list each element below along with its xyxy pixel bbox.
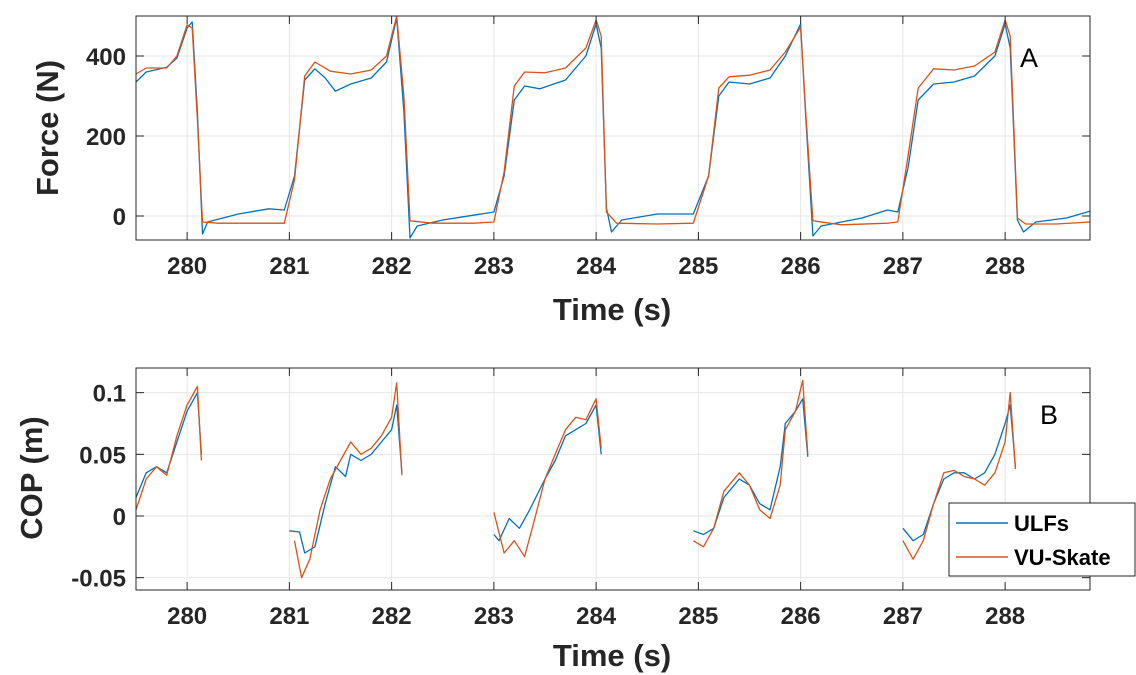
force-x-tick-label: 285 [678, 253, 718, 280]
cop-panel: 280 281 282 283 284 285 286 287 288 -0.05 0 0.05 0.1… [14, 367, 1136, 673]
cop-series-line-ulfs [902, 404, 1017, 542]
cop-ticks: 280 281 282 283 284 285 286 287 288 -0.05 0 0.05 0.1 [71, 368, 1090, 630]
force-y-tick-label: 200 [86, 124, 126, 151]
force-series-line-ulfs [135, 17, 1091, 239]
force-x-tick-label: 286 [781, 253, 821, 280]
cop-panel-label: B [1040, 400, 1058, 430]
cop-y-tick-label: -0.05 [71, 566, 126, 593]
force-axes-box [135, 15, 1091, 241]
cop-series-line-vu-skate [293, 382, 403, 579]
legend: ULFs VU-Skate [948, 502, 1136, 577]
force-ticks: 280 281 282 283 284 285 286 287 288 0 200 400 [86, 16, 1090, 280]
force-x-tick-label: 284 [576, 253, 617, 280]
cop-x-tick-label: 282 [372, 603, 412, 630]
force-x-tick-label: 280 [167, 253, 207, 280]
cop-x-tick-label: 284 [576, 603, 617, 630]
cop-series-line-vu-skate [493, 398, 602, 558]
force-grid [136, 16, 1090, 240]
force-x-tick-label: 282 [372, 253, 412, 280]
cop-axes-box [135, 367, 1091, 591]
cop-series-line-vu-skate [135, 385, 203, 511]
force-x-axis-label: Time (s) [553, 292, 671, 327]
cop-x-tick-label: 285 [678, 603, 718, 630]
cop-y-axis-label: COP (m) [14, 416, 49, 539]
cop-x-tick-label: 288 [985, 603, 1025, 630]
legend-label-vu-skate: VU-Skate [1014, 545, 1111, 570]
force-series-line-vu-skate [135, 15, 1091, 226]
force-x-tick-label: 287 [883, 253, 923, 280]
force-panel: 280 281 282 283 284 285 286 287 288 0 200 400 Time … [30, 15, 1091, 327]
force-y-tick-label: 400 [86, 44, 126, 71]
legend-box [948, 502, 1136, 577]
force-panel-label: A [1020, 43, 1038, 73]
force-x-tick-label: 281 [269, 253, 309, 280]
cop-y-tick-label: 0.05 [79, 442, 126, 469]
force-x-tick-label: 288 [985, 253, 1025, 280]
cop-x-tick-label: 287 [883, 603, 923, 630]
cop-y-tick-label: 0 [113, 504, 126, 531]
cop-x-tick-label: 283 [474, 603, 514, 630]
force-x-tick-label: 283 [474, 253, 514, 280]
force-series [135, 15, 1091, 239]
cop-x-tick-label: 286 [781, 603, 821, 630]
cop-series-line-vu-skate [692, 379, 809, 548]
cop-series [135, 379, 1017, 579]
force-y-tick-label: 0 [113, 204, 126, 231]
cop-series-line-vu-skate [902, 392, 1017, 560]
cop-x-tick-label: 280 [167, 603, 207, 630]
cop-series-line-ulfs [289, 404, 403, 554]
force-y-axis-label: Force (N) [30, 60, 65, 196]
legend-label-ulfs: ULFs [1014, 511, 1069, 536]
cop-series-line-ulfs [493, 404, 602, 542]
cop-x-axis-label: Time (s) [553, 638, 671, 673]
cop-y-tick-label: 0.1 [93, 381, 126, 408]
cop-x-tick-label: 281 [269, 603, 309, 630]
